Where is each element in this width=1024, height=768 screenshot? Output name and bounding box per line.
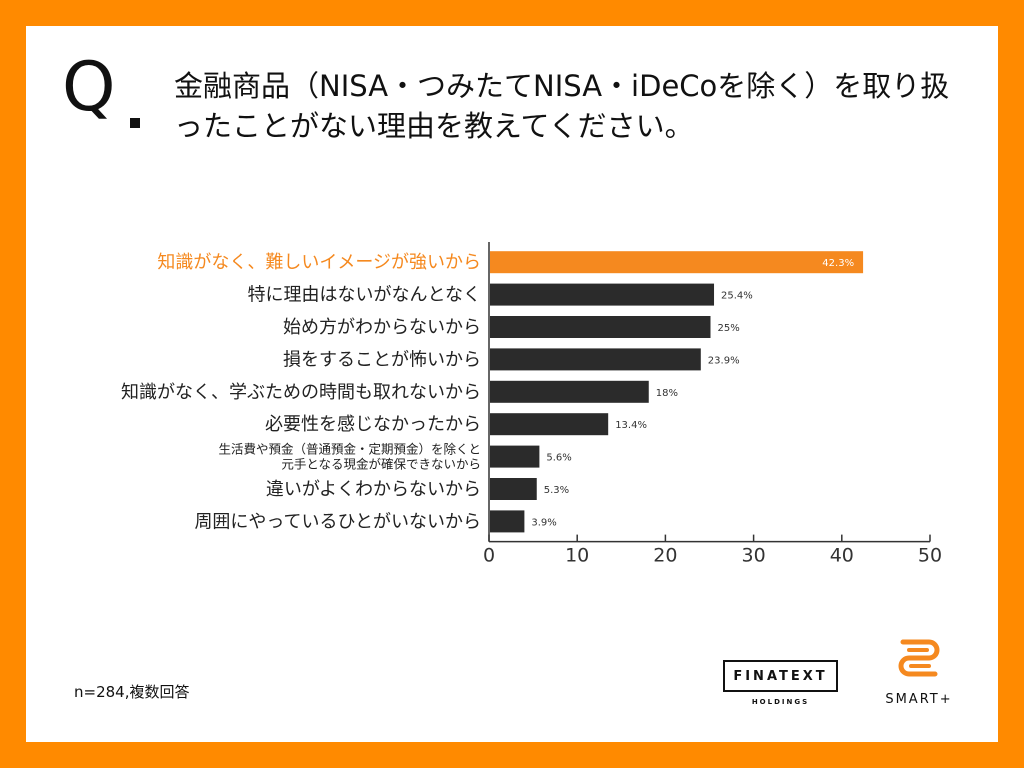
x-tick-label: 0 [483, 545, 495, 567]
category-label: 損をすることが怖いから [283, 349, 481, 370]
bar [490, 510, 525, 533]
bar [490, 413, 609, 436]
bar [490, 316, 711, 338]
bar [490, 348, 701, 371]
category-label: 周囲にやっているひとがいないから [194, 511, 481, 532]
value-label: 25% [718, 323, 740, 334]
smart-plus-icon [898, 639, 940, 677]
smart-plus-logo: SMART+ [874, 638, 964, 707]
category-label: 違いがよくわからないから [266, 479, 481, 500]
value-label: 42.3% [822, 258, 854, 269]
value-label: 23.9% [708, 355, 740, 366]
value-label: 13.4% [615, 420, 647, 431]
value-label: 5.3% [544, 485, 569, 496]
value-label: 3.9% [531, 517, 556, 528]
x-tick-label: 20 [653, 545, 677, 567]
smart-plus-logo-name: SMART+ [885, 692, 953, 707]
x-tick-label: 10 [565, 545, 589, 567]
question-dot [130, 118, 140, 128]
finatext-logo-name: FINATEXT [723, 660, 838, 692]
bar [490, 283, 715, 306]
category-label: 知識がなく、難しいイメージが強いから [157, 252, 481, 273]
question-mark: Q [62, 48, 116, 127]
bar [490, 251, 864, 274]
finatext-logo-sub: HOLDINGS [751, 698, 810, 706]
slide-card: Q 金融商品（NISA・つみたてNISA・iDeCoを除く）を取り扱ったことがな… [26, 26, 998, 742]
bar-chart: 0 10 20 30 40 50 知識がなく、難しいイメージが強いから 42.3% 特に理由はな… [121, 242, 942, 567]
x-tick-label: 30 [742, 545, 766, 567]
value-label: 18% [656, 388, 678, 399]
category-label: 始め方がわからないから [283, 317, 481, 338]
bar [490, 445, 540, 468]
value-label: 25.4% [721, 291, 753, 302]
value-label: 5.6% [546, 453, 571, 464]
category-label: 必要性を感じなかったから [265, 414, 481, 435]
bar [490, 478, 537, 500]
bar [490, 380, 649, 403]
finatext-logo: FINATEXT HOLDINGS [723, 660, 838, 706]
question-text: 金融商品（NISA・つみたてNISA・iDeCoを除く）を取り扱ったことがない理… [174, 69, 950, 143]
x-tick-label: 50 [918, 545, 942, 567]
x-tick-label: 40 [830, 545, 854, 567]
category-label: 知識がなく、学ぶための時間も取れないから [121, 382, 481, 403]
category-label: 生活費や預金（普通預金・定期預金）を除くと元手となる現金が確保できないから [218, 442, 481, 472]
sample-note: n=284,複数回答 [74, 683, 190, 701]
category-label: 特に理由はないがなんとなく [248, 285, 481, 306]
